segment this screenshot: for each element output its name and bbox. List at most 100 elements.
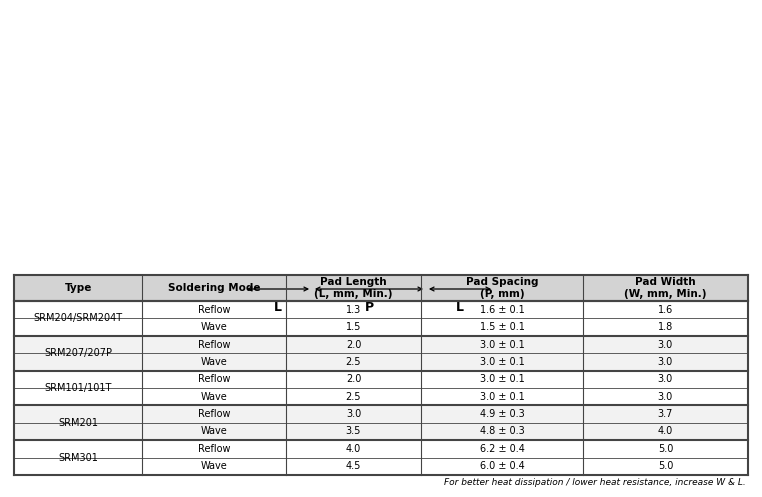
Bar: [303, 448, 459, 450]
Text: SRM301: SRM301: [58, 453, 98, 463]
Bar: [303, 393, 459, 395]
Bar: [303, 375, 459, 378]
Text: 2.0: 2.0: [346, 374, 361, 384]
Bar: [344, 374, 354, 450]
Bar: [303, 425, 459, 427]
Bar: [303, 385, 459, 387]
Text: 3.0 ± 0.1: 3.0 ± 0.1: [480, 357, 524, 367]
Text: L: L: [274, 301, 282, 314]
Text: 3.0 ± 0.1: 3.0 ± 0.1: [480, 392, 524, 402]
Bar: [303, 412, 459, 414]
Bar: [14, 336, 748, 353]
Text: Wave: Wave: [200, 461, 227, 471]
Bar: [303, 446, 459, 448]
Bar: [397, 374, 405, 450]
Text: 1.5: 1.5: [346, 322, 361, 332]
Bar: [303, 423, 459, 425]
Bar: [303, 408, 459, 410]
Bar: [303, 427, 459, 429]
FancyBboxPatch shape: [283, 354, 479, 470]
Text: 4.0: 4.0: [346, 444, 361, 454]
Text: Wave: Wave: [200, 426, 227, 436]
Bar: [303, 448, 459, 450]
Text: 6.2 ± 0.4: 6.2 ± 0.4: [479, 444, 524, 454]
Bar: [303, 415, 459, 417]
Bar: [303, 404, 459, 407]
Bar: [14, 275, 748, 301]
Bar: [303, 410, 459, 412]
Text: 4.8 ± 0.3: 4.8 ± 0.3: [480, 426, 524, 436]
Bar: [303, 387, 459, 389]
Bar: [14, 319, 748, 336]
Bar: [303, 391, 459, 393]
Bar: [303, 379, 459, 382]
Bar: [303, 391, 459, 393]
Bar: [303, 432, 459, 435]
Bar: [303, 406, 459, 408]
Bar: [303, 423, 459, 425]
Text: 1.6 ± 0.1: 1.6 ± 0.1: [480, 305, 524, 315]
Text: 1.5 ± 0.1: 1.5 ± 0.1: [479, 322, 524, 332]
Bar: [303, 417, 459, 419]
Bar: [303, 381, 459, 384]
Bar: [303, 432, 459, 435]
Text: 5.0: 5.0: [658, 444, 673, 454]
Text: Pad Width
(W, mm, Min.): Pad Width (W, mm, Min.): [624, 277, 706, 299]
Text: Reflow: Reflow: [198, 444, 230, 454]
Bar: [303, 395, 459, 397]
Text: 3.5: 3.5: [346, 426, 361, 436]
Bar: [303, 404, 459, 407]
Bar: [303, 374, 459, 376]
Text: 2.5: 2.5: [346, 392, 361, 402]
Text: 3.0: 3.0: [658, 374, 673, 384]
Bar: [303, 374, 459, 376]
Bar: [303, 381, 459, 384]
Text: L: L: [456, 301, 464, 314]
Bar: [14, 371, 748, 388]
Bar: [303, 387, 459, 389]
Bar: [303, 395, 459, 397]
Text: 6.0 ± 0.4: 6.0 ± 0.4: [480, 461, 524, 471]
Text: 1.6: 1.6: [658, 305, 673, 315]
Bar: [303, 421, 459, 423]
Text: SRM201: SRM201: [58, 418, 98, 428]
Text: W: W: [224, 326, 238, 338]
Bar: [303, 377, 459, 380]
Bar: [303, 417, 459, 419]
Bar: [303, 385, 459, 387]
Bar: [303, 375, 459, 378]
FancyBboxPatch shape: [306, 448, 462, 454]
Text: P: P: [364, 301, 373, 314]
Text: 1.8: 1.8: [658, 322, 673, 332]
Text: 3.7: 3.7: [658, 409, 673, 419]
Text: SRM101/101T: SRM101/101T: [44, 383, 112, 393]
Bar: [303, 428, 459, 431]
Text: 3.0: 3.0: [658, 357, 673, 367]
Bar: [303, 414, 459, 416]
Bar: [14, 423, 748, 440]
Bar: [14, 388, 748, 406]
Bar: [303, 398, 459, 401]
Text: Reflow: Reflow: [198, 305, 230, 315]
Text: Reflow: Reflow: [198, 339, 230, 349]
Bar: [303, 377, 459, 380]
Text: 4.5: 4.5: [346, 461, 361, 471]
Polygon shape: [244, 311, 336, 353]
Text: 2.0: 2.0: [346, 339, 361, 349]
Bar: [303, 393, 459, 395]
Text: 3.0 ± 0.1: 3.0 ± 0.1: [480, 374, 524, 384]
Text: Type: Type: [65, 283, 92, 293]
Bar: [303, 419, 459, 421]
Text: 3.0: 3.0: [658, 339, 673, 349]
Bar: [303, 396, 459, 399]
Text: Reflow: Reflow: [198, 409, 230, 419]
Bar: [303, 444, 459, 446]
Bar: [372, 374, 382, 450]
Bar: [303, 402, 459, 405]
Bar: [303, 410, 459, 412]
Bar: [303, 396, 459, 399]
Bar: [303, 444, 459, 446]
Bar: [303, 412, 459, 414]
Bar: [14, 458, 748, 475]
Text: 4.0: 4.0: [658, 426, 673, 436]
